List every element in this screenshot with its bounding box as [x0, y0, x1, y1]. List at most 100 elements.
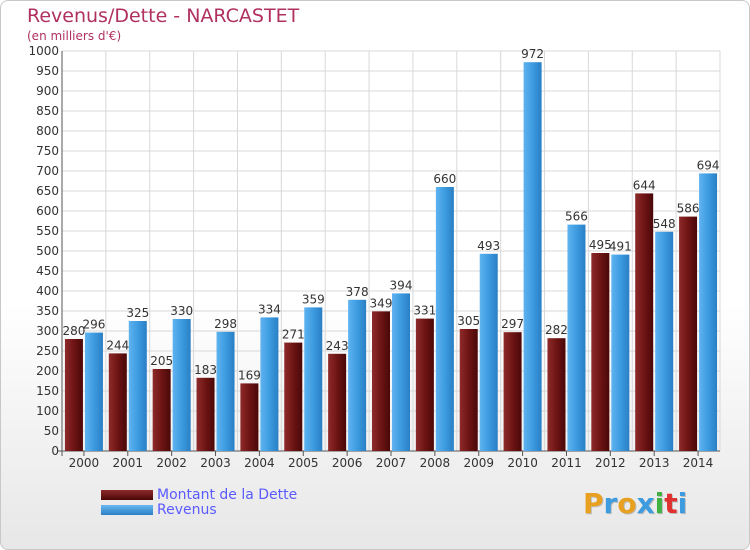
bar-dette-2009 [459, 329, 478, 451]
legend: Montant de la Dette Revenus [101, 486, 298, 518]
y-tick-label: 350 [36, 304, 59, 318]
bars-layer [64, 62, 718, 451]
label-dette-2010: 297 [501, 317, 524, 331]
label-dette-2009: 305 [457, 314, 480, 328]
y-tick-label: 800 [36, 124, 59, 138]
y-tick-label: 700 [36, 164, 59, 178]
bar-revenus-2013 [655, 231, 674, 451]
proxiti-logo: Proxiti [583, 487, 687, 520]
x-tick-label-2012: 2012 [595, 456, 626, 470]
logo-letter: i [677, 487, 688, 520]
label-dette-2013: 644 [633, 178, 656, 192]
y-tick-label: 900 [36, 84, 59, 98]
label-revenus-2012: 491 [609, 240, 632, 254]
label-dette-2002: 205 [150, 354, 173, 368]
x-tick-label-2000: 2000 [69, 456, 100, 470]
label-revenus-2002: 330 [170, 304, 193, 318]
label-dette-2001: 244 [106, 338, 129, 352]
x-tick-label-2005: 2005 [288, 456, 319, 470]
chart-title: Revenus/Dette - NARCASTET [27, 5, 300, 27]
bar-dette-2008 [415, 318, 434, 451]
bar-dette-2003 [196, 377, 215, 451]
bar-revenus-2011 [567, 224, 586, 451]
label-revenus-2004: 334 [258, 302, 281, 316]
x-tick-label-2006: 2006 [332, 456, 363, 470]
label-revenus-2014: 694 [697, 158, 720, 172]
bar-revenus-2000 [84, 332, 103, 451]
bar-revenus-2010 [523, 62, 542, 451]
y-tick-label: 500 [36, 244, 59, 258]
label-revenus-2010: 972 [521, 47, 544, 61]
legend-item-revenus: Revenus [101, 501, 297, 518]
bar-dette-2001 [108, 353, 127, 451]
y-tick-label: 450 [36, 264, 59, 278]
label-dette-2014: 586 [677, 202, 700, 216]
y-tick-label: 400 [36, 284, 59, 298]
bar-dette-2010 [503, 332, 522, 451]
y-tick-label: 0 [51, 444, 59, 458]
x-tick-label-2001: 2001 [113, 456, 144, 470]
y-tick-label: 1000 [28, 44, 59, 58]
bar-dette-2004 [240, 383, 259, 451]
label-dette-2000: 280 [62, 324, 85, 338]
x-tick-label-2014: 2014 [683, 456, 714, 470]
bar-revenus-2007 [392, 293, 410, 451]
label-revenus-2003: 298 [214, 317, 237, 331]
label-dette-2012: 495 [589, 238, 612, 252]
label-dette-2008: 331 [413, 304, 436, 318]
y-tick-label: 600 [36, 204, 59, 218]
bar-revenus-2001 [128, 321, 147, 451]
y-tick-label: 750 [36, 144, 59, 158]
x-tick-label-2002: 2002 [156, 456, 187, 470]
y-tick-label: 150 [36, 384, 59, 398]
label-revenus-2001: 325 [126, 306, 149, 320]
label-dette-2011: 282 [545, 323, 568, 337]
logo-letter: i [654, 487, 665, 520]
bar-dette-2011 [547, 338, 566, 451]
x-tick-label-2011: 2011 [551, 456, 582, 470]
bar-revenus-2005 [304, 307, 323, 451]
label-dette-2005: 271 [282, 328, 305, 342]
y-tick-label: 550 [36, 224, 59, 238]
legend-label-revenus: Revenus [157, 501, 217, 518]
label-dette-2003: 183 [194, 363, 217, 377]
bar-revenus-2009 [479, 253, 498, 451]
label-revenus-2013: 548 [653, 217, 676, 231]
bar-dette-2012 [591, 253, 610, 451]
logo-letter: x [636, 487, 655, 520]
x-tick-label-2013: 2013 [639, 456, 670, 470]
y-tick-label: 300 [36, 324, 59, 338]
logo-letter: r [603, 487, 618, 520]
legend-swatch-debt [101, 489, 153, 500]
bar-dette-2006 [328, 353, 347, 451]
bar-dette-2013 [635, 193, 654, 451]
y-tick-label: 850 [36, 104, 59, 118]
label-revenus-2009: 493 [477, 239, 500, 253]
legend-label-debt: Montant de la Dette [157, 486, 298, 503]
y-tick-label: 200 [36, 364, 59, 378]
bar-dette-2014 [679, 216, 698, 451]
bar-revenus-2004 [260, 317, 279, 451]
label-dette-2004: 169 [238, 368, 261, 382]
bar-dette-2002 [152, 369, 171, 451]
bar-revenus-2002 [172, 319, 191, 451]
bar-revenus-2003 [216, 331, 235, 451]
label-revenus-2000: 296 [82, 318, 105, 332]
bar-dette-2007 [372, 311, 390, 451]
bar-revenus-2008 [435, 187, 454, 451]
label-dette-2006: 243 [326, 339, 349, 353]
logo-letter: t [664, 487, 678, 520]
x-tick-label-2007: 2007 [376, 456, 407, 470]
grid-layer [57, 50, 721, 456]
x-tick-label-2008: 2008 [420, 456, 451, 470]
x-tick-label-2009: 2009 [463, 456, 494, 470]
chart-subtitle: (en milliers d'€) [27, 29, 122, 43]
label-revenus-2011: 566 [565, 210, 588, 224]
bar-revenus-2012 [611, 254, 630, 451]
y-tick-label: 250 [36, 344, 59, 358]
x-tick-label-2003: 2003 [200, 456, 231, 470]
y-tick-label: 650 [36, 184, 59, 198]
label-revenus-2008: 660 [433, 172, 456, 186]
label-revenus-2007: 394 [390, 278, 413, 292]
bar-dette-2000 [64, 339, 83, 451]
